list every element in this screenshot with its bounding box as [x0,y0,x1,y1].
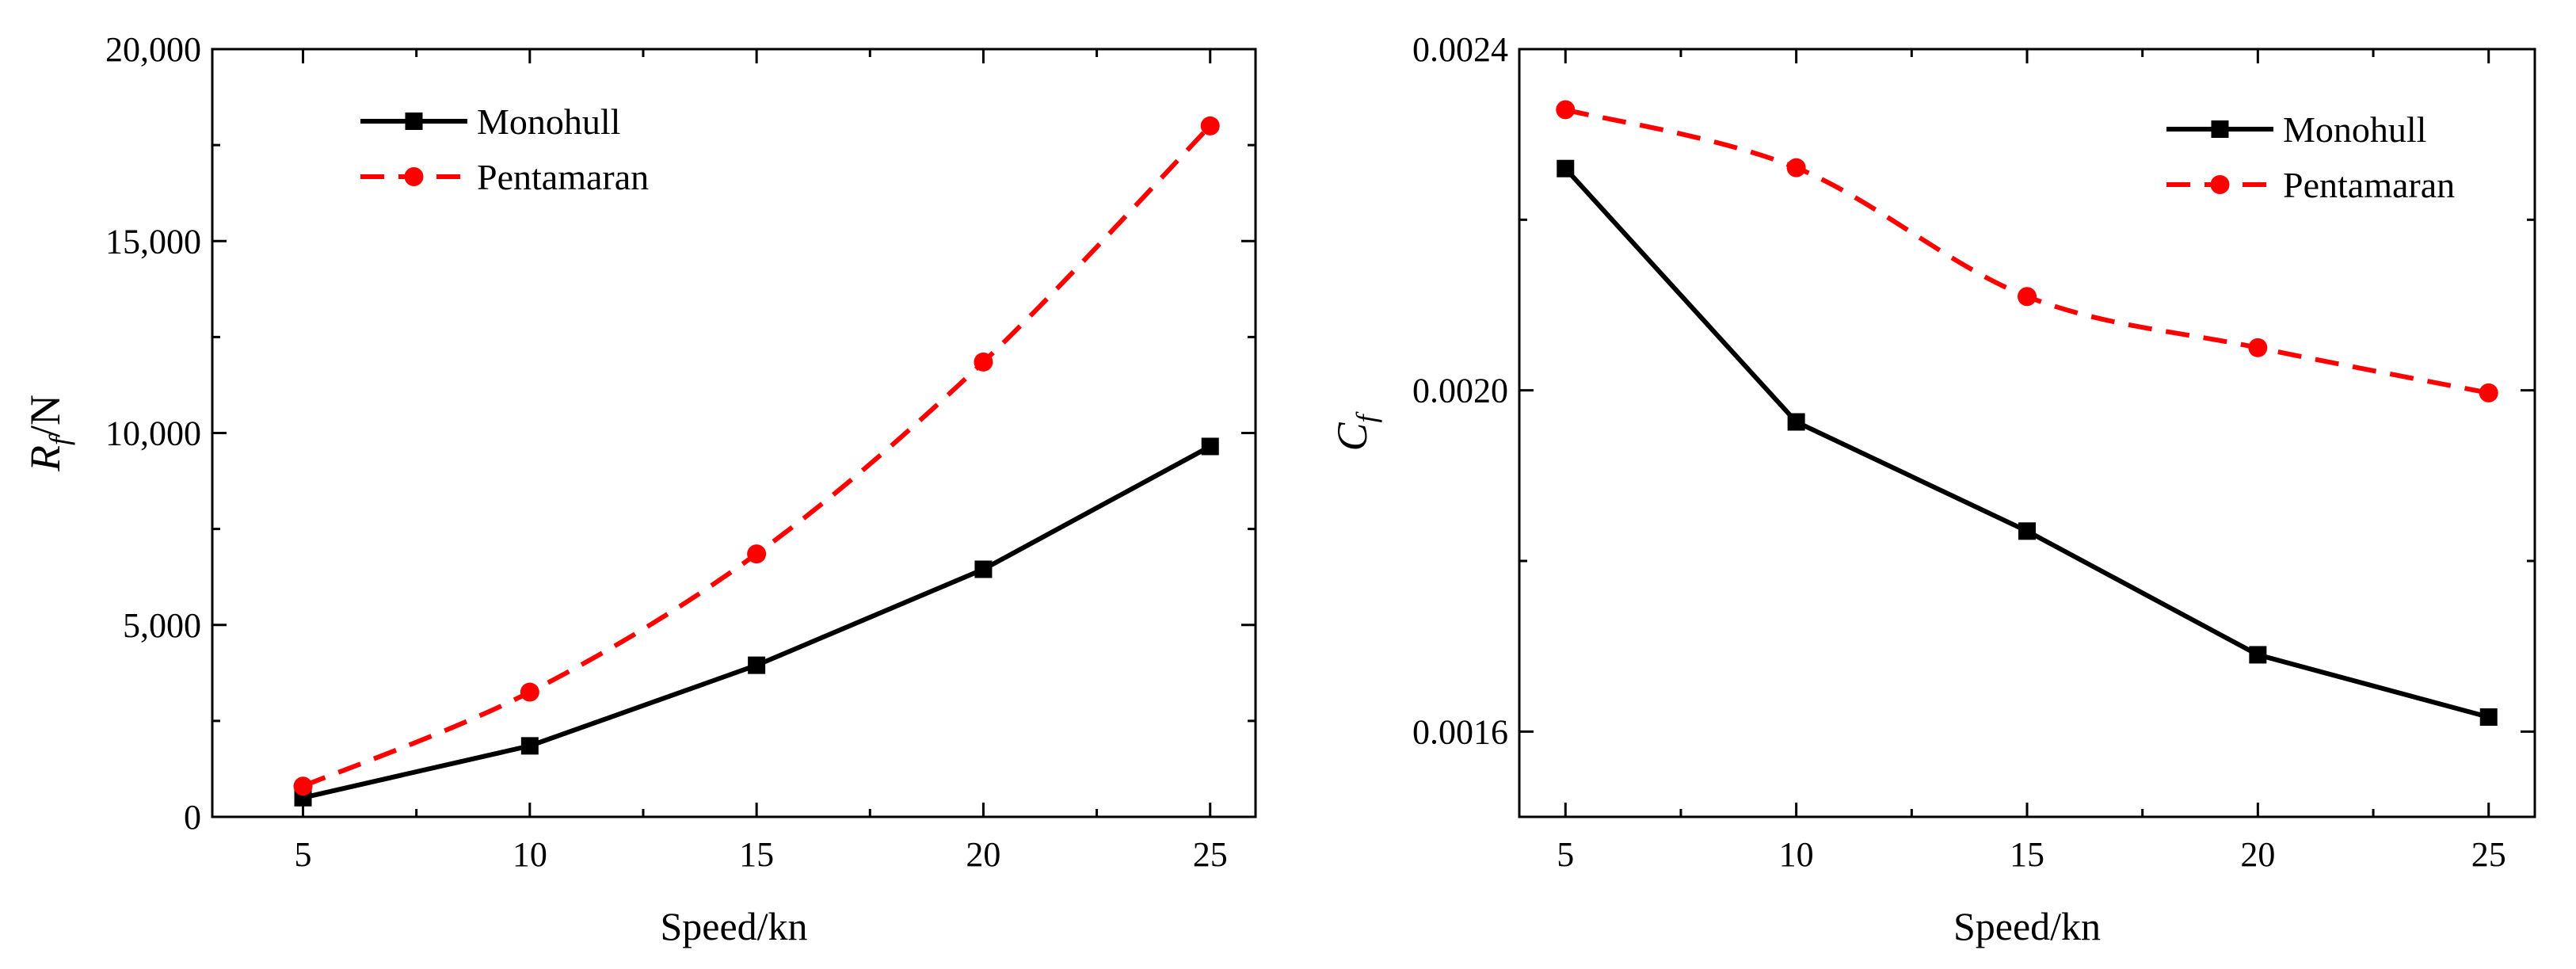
x-tick-label: 25 [2471,835,2506,874]
series-pentamaran [293,116,1220,796]
data-point [1557,159,1575,177]
legend-label: Monohull [477,101,620,142]
x-axis-label: Speed/kn [660,904,807,948]
y-tick-label: 0 [184,798,201,837]
data-point [2249,646,2267,664]
series-pentamaran [1556,100,2498,402]
y-tick-label: 15,000 [105,222,201,261]
y-tick-label: 5,000 [123,606,201,645]
y-axis-label: Cf [1328,410,1382,451]
data-point [2018,287,2037,307]
y-tick-label: 0.0020 [1412,372,1508,410]
data-point [974,560,993,578]
x-tick-label: 20 [2240,835,2275,874]
y-axis-label-unit: /N [21,395,69,437]
legend-marker [404,167,424,186]
legend-item: Monohull [2166,109,2426,150]
legend-marker [2211,120,2229,138]
legend-item: Pentamaran [360,157,649,197]
data-point [1786,158,1806,177]
data-point [1200,116,1220,135]
series-line [1564,166,2490,719]
x-tick-label: 15 [739,835,774,874]
plot-frame [211,48,1257,818]
data-point [1787,413,1805,431]
data-point [747,544,767,564]
legend-item: Monohull [360,101,620,142]
x-tick-label: 10 [1779,835,1814,874]
data-point [2479,383,2498,402]
data-point [1556,100,1576,120]
y-axis-label-base: R [21,445,69,472]
data-point [520,737,539,755]
x-tick-label: 5 [295,835,312,874]
legend-label: Monohull [2283,109,2426,150]
series-line [302,124,1212,789]
chart-2: 5 10 15 20 25 0.0016 0.0020 0.0024 Speed/kn Cf Mon… [1328,30,2536,948]
series-line [302,444,1212,800]
legend-label: Pentamaran [477,157,649,197]
data-point [1201,437,1219,456]
x-tick-label: 10 [513,835,547,874]
y-tick-label: 0.0024 [1412,30,1508,69]
y-tick-label: 20,000 [105,30,201,69]
y-tick-label: 0.0016 [1412,712,1508,751]
data-point [2018,522,2036,540]
data-point [2248,338,2268,357]
x-tick-label: 15 [2010,835,2044,874]
series-line [1564,107,2490,395]
data-point [2479,708,2498,727]
legend-marker [2210,175,2230,194]
legend-marker [405,113,423,130]
data-point [748,656,766,674]
legend-label: Pentamaran [2283,165,2455,205]
x-tick-label: 20 [966,835,1000,874]
data-point [520,682,539,702]
series-monohull [294,437,1219,807]
legend-item: Pentamaran [2166,165,2455,205]
x-tick-label: 25 [1193,835,1228,874]
x-tick-label: 5 [1557,835,1574,874]
y-axis-label: Rf/N [21,395,75,472]
y-axis-label-base: C [1328,422,1376,452]
y-axis-label-subscript: f [1351,410,1382,422]
series-monohull [1557,159,2498,727]
y-tick-label: 10,000 [105,414,201,453]
data-point [974,352,993,372]
data-point [293,776,313,796]
chart-1: 5 10 15 20 25 0 5,000 10,000 15,000 20,000 Speed/k… [21,30,1257,948]
x-axis-label: Speed/kn [1953,904,2101,948]
